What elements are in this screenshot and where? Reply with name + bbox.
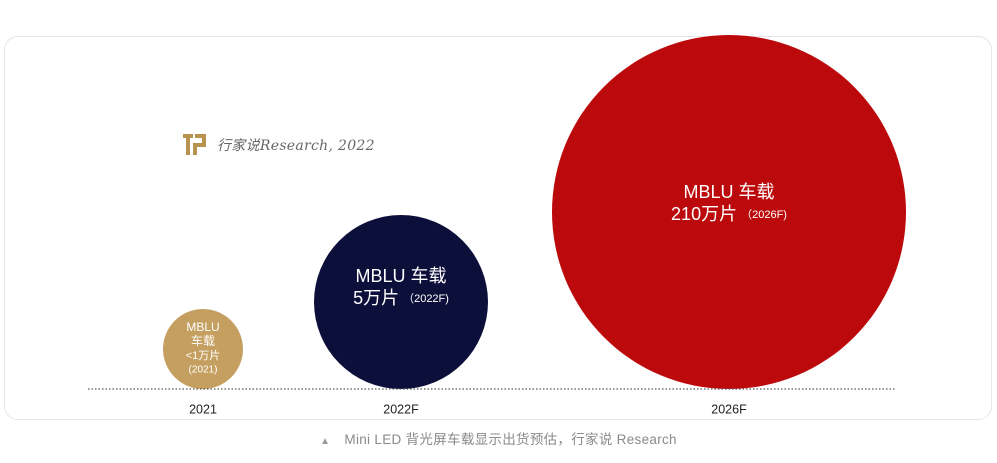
caption-text: Mini LED 背光屏车载显示出货预估，行家说 Research — [344, 432, 677, 447]
bubble-label: 车载 — [191, 333, 215, 348]
bubble-label: MBLU 车载 — [683, 182, 774, 202]
bubble-label: (2021) — [189, 365, 218, 376]
watermark: 行家说Research, 2022 — [183, 132, 375, 158]
caption-marker: ▲ — [320, 436, 331, 447]
research-logo-icon — [183, 134, 206, 155]
figure-caption: ▲ Mini LED 背光屏车载显示出货预估，行家说 Research — [0, 428, 997, 448]
category-label-2021: 2021 — [189, 402, 217, 416]
category-label-2022f: 2022F — [383, 402, 419, 416]
bubble-label: MBLU — [186, 320, 219, 334]
bubble-value-label: 5万片 （2022F) — [353, 288, 449, 308]
category-label-2026f: 2026F — [711, 402, 747, 416]
bubble-2026f — [552, 35, 906, 389]
bubble-value-label: 210万片 （2026F) — [671, 204, 787, 224]
bubble-label: <1万片 — [186, 349, 221, 362]
bubble-label: MBLU 车载 — [355, 266, 446, 286]
watermark-text: 行家说Research, 2022 — [217, 138, 375, 154]
bubble-2022f — [314, 215, 488, 389]
bubble-2021 — [163, 309, 243, 389]
